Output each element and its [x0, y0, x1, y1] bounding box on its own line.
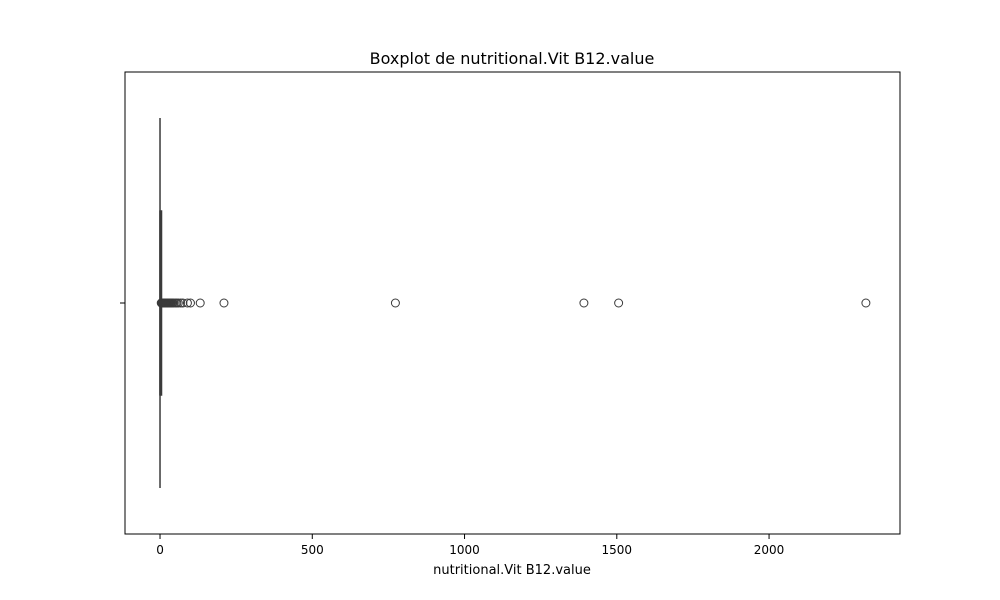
outlier-point	[195, 298, 205, 308]
outlier-layer	[156, 298, 871, 308]
x-tick-label: 500	[301, 543, 324, 557]
outlier-point	[173, 298, 183, 308]
outlier-point	[185, 298, 195, 308]
outlier-point	[861, 298, 871, 308]
outlier-point	[390, 298, 400, 308]
outlier-point	[614, 298, 624, 308]
outlier-point	[579, 298, 589, 308]
x-tick-label: 2000	[754, 543, 785, 557]
x-axis-label: nutritional.Vit B12.value	[433, 563, 591, 578]
outlier-point	[219, 298, 229, 308]
outlier-point	[176, 298, 186, 308]
x-tick-label: 1500	[602, 543, 633, 557]
chart-title: Boxplot de nutritional.Vit B12.value	[370, 49, 655, 68]
outlier-point	[182, 298, 192, 308]
plot-area-frame	[124, 71, 901, 535]
x-tick-label: 0	[156, 543, 164, 557]
x-tick-label: 1000	[449, 543, 480, 557]
x-axis-ticks: 0 500 1000 1500 2000	[156, 534, 784, 557]
